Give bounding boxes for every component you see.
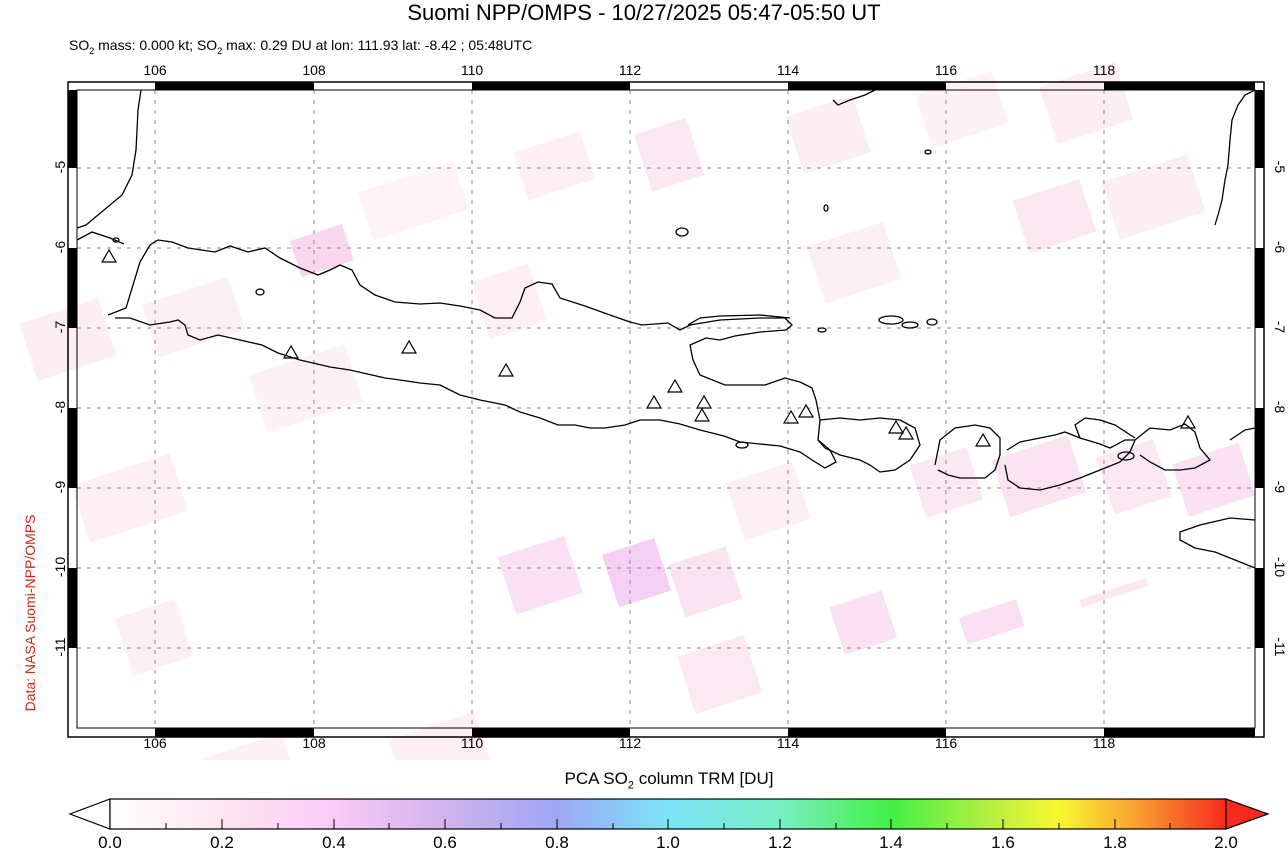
volcano-icon: [693, 407, 711, 422]
colorbar-tick-label: 2.0: [1214, 833, 1238, 852]
y-tick-label: -8: [1272, 400, 1288, 414]
volcano-icon: [974, 432, 992, 447]
so2-max-text: max: 0.29 DU at lon: 111.93 lat: -8.42 ;…: [222, 37, 533, 53]
chart-subtitle: SO2 mass: 0.000 kt; SO2 max: 0.29 DU at …: [69, 36, 532, 60]
x-tick-label: 114: [776, 62, 800, 78]
x-tick-label: 118: [1092, 735, 1116, 751]
colorbar: [68, 798, 1270, 830]
volcano-markers: [100, 248, 1197, 447]
x-tick-label: 106: [143, 62, 167, 78]
colorbar-tick-label: 0.2: [210, 833, 234, 852]
subscript: 2: [89, 45, 95, 56]
so2-label: SO: [196, 37, 218, 53]
colorbar-tick-label: 1.6: [991, 833, 1015, 852]
x-tick-label: 110: [460, 62, 484, 78]
map-frame: [67, 81, 1265, 738]
coastlines: [77, 90, 1255, 569]
y-tick-label: -11: [52, 637, 68, 657]
y-tick-label: -10: [52, 556, 68, 578]
colorbar-tick-label: 1.8: [1103, 833, 1127, 852]
volcano-icon: [645, 394, 663, 409]
x-tick-label: 108: [302, 62, 326, 78]
colorbar-title-text: column TRM [DU]: [633, 769, 774, 788]
volcano-icon: [897, 425, 915, 440]
colorbar-title-text: PCA SO: [564, 769, 628, 788]
x-tick-label: 116: [934, 62, 958, 78]
colorbar-max-arrow: [1225, 798, 1270, 830]
colorbar-tick-label: 0.6: [433, 833, 457, 852]
volcano-icon: [887, 419, 905, 434]
volcano-icon: [1179, 414, 1197, 429]
y-tick-label: -5: [1272, 160, 1288, 174]
x-tick-label: 116: [934, 735, 958, 751]
colorbar-tick-label: 0.0: [98, 833, 122, 852]
x-tick-label: 108: [302, 735, 326, 751]
y-tick-label: -9: [52, 480, 68, 494]
y-tick-label: -7: [1272, 320, 1288, 334]
y-tick-label: -11: [1272, 637, 1288, 657]
volcano-icon: [797, 403, 815, 418]
colorbar-tick-label: 1.0: [656, 833, 680, 852]
colorbar-tick-label: 0.4: [322, 833, 346, 852]
x-tick-label: 114: [776, 735, 800, 751]
volcano-icon: [282, 344, 300, 359]
x-tick-label: 118: [1092, 62, 1116, 78]
colorbar-ticks: [165, 819, 1171, 829]
volcano-icon: [782, 409, 800, 424]
so2-mass-text: mass: 0.000 kt;: [94, 37, 197, 53]
y-tick-label: -10: [1272, 556, 1288, 578]
chart-title: Suomi NPP/OMPS - 10/27/2025 05:47-05:50 …: [407, 0, 881, 25]
x-tick-label: 112: [618, 62, 642, 78]
colorbar-tick-label: 0.8: [545, 833, 569, 852]
gridlines: [77, 90, 1255, 728]
y-tick-label: -7: [52, 320, 68, 334]
volcano-icon: [100, 248, 118, 263]
colorbar-tick-label: 1.4: [879, 833, 903, 852]
volcano-icon: [666, 378, 684, 393]
y-tick-label: -8: [52, 400, 68, 414]
volcano-icon: [497, 362, 515, 377]
colorbar-title: PCA SO2 column TRM [DU]: [0, 769, 1288, 791]
colorbar-tick-label: 1.2: [768, 833, 792, 852]
volcano-icon: [695, 394, 713, 409]
map-plot: [6, 62, 1288, 760]
x-tick-label: 112: [618, 735, 642, 751]
y-tick-label: -6: [52, 240, 68, 254]
volcano-icon: [400, 339, 418, 354]
colorbar-min-arrow: [68, 798, 111, 830]
subscript: 2: [217, 45, 223, 56]
so2-label: SO: [69, 37, 90, 53]
y-tick-label: -9: [1272, 480, 1288, 494]
subscript: 2: [627, 779, 634, 792]
y-tick-label: -5: [52, 160, 68, 174]
y-tick-label: -6: [1272, 240, 1288, 254]
x-tick-label: 106: [143, 735, 167, 751]
x-tick-label: 110: [460, 735, 484, 751]
